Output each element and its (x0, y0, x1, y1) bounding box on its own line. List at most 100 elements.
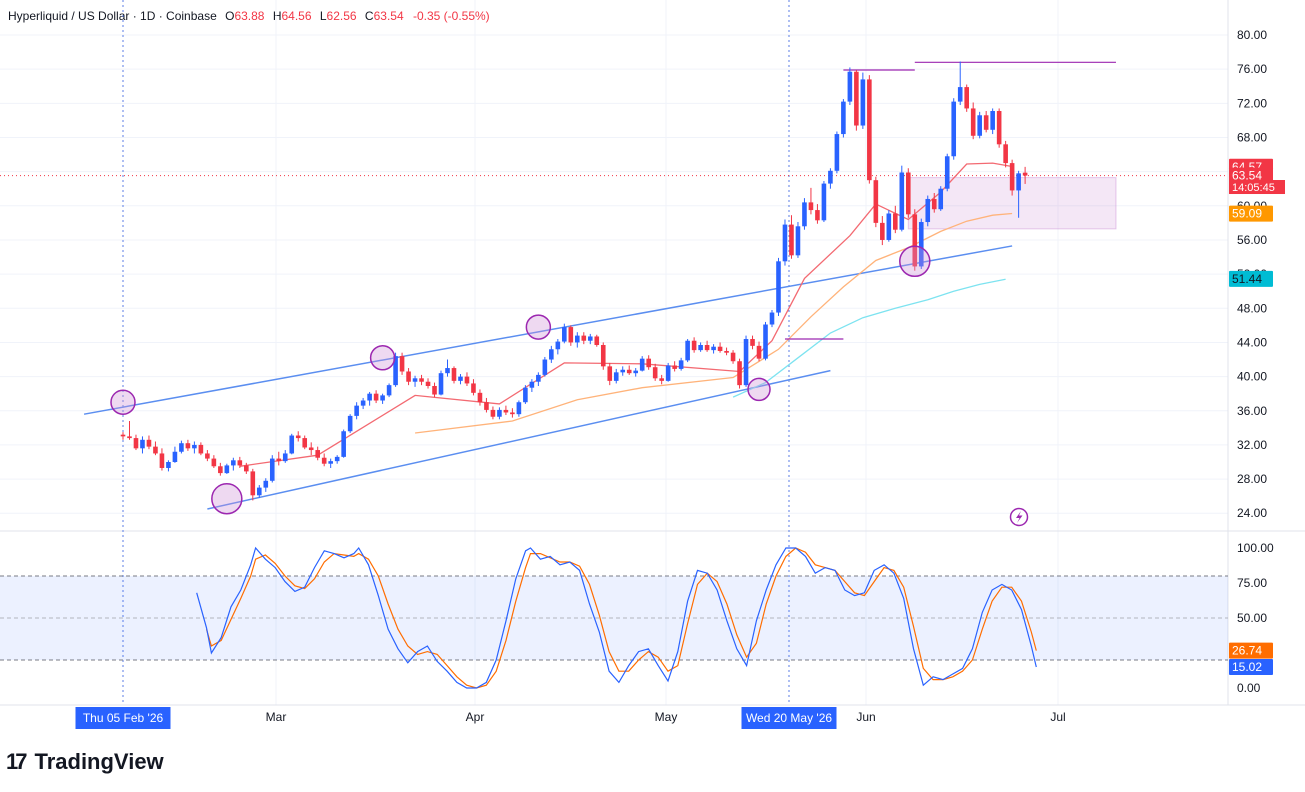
channel-lower-line (207, 369, 831, 510)
candle-body (685, 340, 690, 361)
price-label: 59.09 (1232, 207, 1262, 221)
candle-body (743, 339, 749, 386)
close-label: C (364, 9, 374, 23)
candle-body (918, 222, 924, 267)
candle-body (659, 378, 664, 381)
candle-body (373, 393, 379, 401)
candle-body (198, 444, 204, 454)
candle-body (672, 365, 677, 369)
candle-body (166, 462, 171, 468)
price-tick-label: 32.00 (1237, 438, 1267, 452)
candle-body (977, 115, 982, 136)
price-label: 14:05:45 (1232, 182, 1275, 194)
pivot-circle (899, 245, 931, 278)
candle-body (549, 349, 554, 360)
ma-cyan-line (732, 278, 1006, 398)
chart-svg[interactable]: 80.0076.0072.0068.0064.0060.0056.0052.00… (0, 0, 1305, 740)
tradingview-brand[interactable]: 17 TradingView (6, 749, 164, 775)
candle-body (756, 345, 762, 359)
candle-body (834, 134, 840, 171)
price-tick-label: 28.00 (1237, 472, 1267, 486)
candle-body (925, 198, 931, 223)
candle-body (789, 224, 794, 256)
low-value: 62.56 (326, 9, 357, 23)
candle-body (523, 387, 528, 403)
candle-body (815, 210, 820, 221)
candle-body (315, 450, 320, 458)
candle-body (893, 213, 898, 230)
candle-body (854, 71, 859, 126)
low-label: L (319, 9, 327, 23)
candle-body (451, 368, 457, 381)
candle-body (256, 487, 262, 496)
candle-body (613, 372, 619, 381)
time-tick-label: Jun (856, 710, 875, 724)
stoch-tick-label: 0.00 (1237, 681, 1261, 695)
candle-body (354, 405, 359, 416)
candle-body (419, 378, 424, 382)
candle-body (600, 345, 606, 367)
stoch-value-label: 15.02 (1232, 660, 1262, 674)
candle-body (120, 434, 126, 437)
candle-body (562, 327, 567, 342)
candle-body (717, 346, 723, 351)
high-value: 64.56 (281, 9, 312, 23)
candle-body (503, 409, 509, 413)
pivot-circle (525, 314, 552, 340)
candle-body (782, 224, 788, 262)
candle-body (905, 172, 911, 215)
candle-body (763, 324, 768, 359)
candle-body (321, 457, 327, 464)
candle-body (912, 214, 918, 267)
candle-body (750, 339, 755, 346)
candle-body (529, 381, 535, 388)
price-tick-label: 72.00 (1237, 96, 1267, 110)
close-value: 63.54 (373, 9, 404, 23)
time-tick-label: Mar (266, 710, 287, 724)
candle-body (231, 460, 236, 466)
change-value: -0.35 (-0.55%) (412, 9, 490, 23)
candle-body (1022, 172, 1028, 176)
candle-body (581, 335, 587, 341)
stoch-tick-label: 75.00 (1237, 576, 1267, 590)
candle-body (724, 350, 729, 353)
candle-body (704, 345, 710, 351)
candle-body (802, 202, 807, 227)
candle-body (711, 346, 716, 351)
candle-body (568, 327, 574, 343)
candle-body (218, 466, 223, 474)
candle-body (983, 115, 989, 130)
candle-body (730, 352, 736, 362)
candle-body (873, 180, 879, 223)
pivot-circle (747, 377, 771, 402)
price-tick-label: 36.00 (1237, 404, 1267, 418)
price-tick-label: 44.00 (1237, 335, 1267, 349)
candle-body (399, 356, 405, 372)
candle-body (386, 385, 392, 396)
candle-body (146, 439, 152, 447)
candle-body (698, 345, 703, 351)
candle-body (445, 368, 450, 374)
symbol-title: Hyperliquid / US Dollar · 1D · Coinbase (8, 9, 217, 23)
crosshair-time-box (75, 707, 171, 729)
candle-body (970, 108, 976, 136)
tradingview-name: TradingView (34, 749, 164, 774)
candle-body (1016, 173, 1021, 191)
high-label: H (272, 9, 282, 23)
time-tick-label: Apr (466, 710, 485, 724)
stoch-k-line (196, 546, 1037, 689)
candle-body (996, 111, 1002, 145)
candle-body (769, 312, 775, 325)
candle-body (931, 198, 937, 210)
candle-body (334, 456, 340, 462)
price-tick-label: 80.00 (1237, 28, 1267, 42)
candle-body (847, 71, 853, 102)
candle-body (587, 336, 593, 341)
candle-body (412, 378, 418, 382)
candle-body (269, 458, 275, 481)
candle-body (516, 402, 522, 415)
candle-body (808, 202, 814, 211)
candle-body (250, 471, 256, 496)
candle-body (938, 188, 944, 210)
candle-body (626, 369, 632, 374)
